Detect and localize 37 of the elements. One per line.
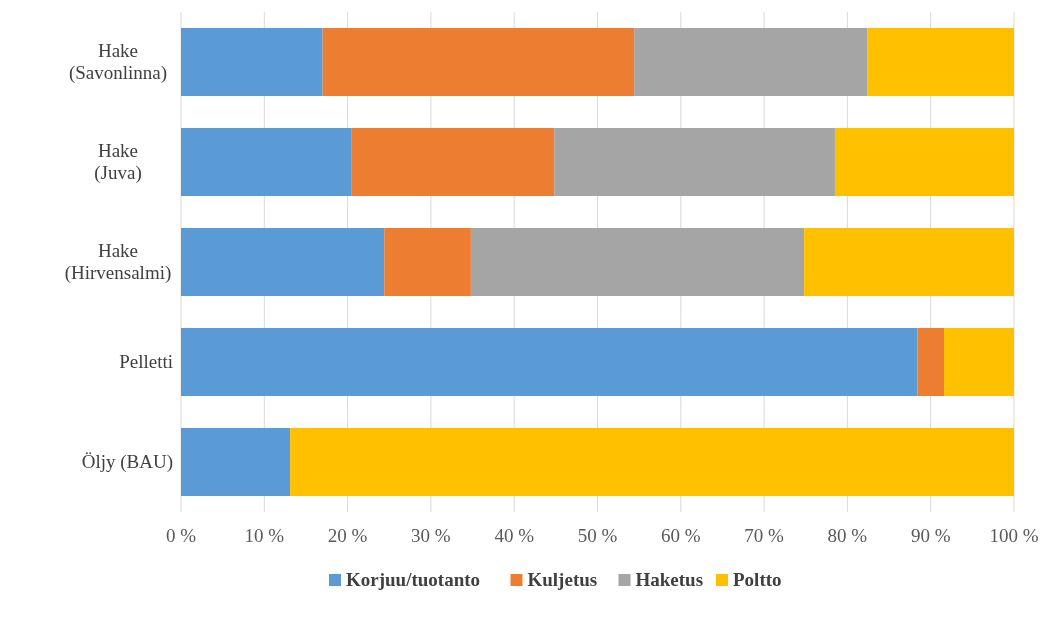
- bar: [554, 128, 835, 196]
- legend-label: Haketus: [635, 569, 704, 590]
- x-tick-label: 60 %: [661, 525, 701, 546]
- x-tick-label: 30 %: [411, 525, 451, 546]
- x-tick-label: 20 %: [327, 525, 368, 546]
- x-tick-label: 40 %: [494, 525, 535, 546]
- y-tick-label: Hake (Hirvensalmi): [64, 240, 172, 284]
- bar: [804, 228, 1014, 296]
- legend-label: Kuljetus: [527, 569, 598, 590]
- bar: [322, 28, 635, 96]
- bar: [181, 28, 323, 96]
- x-tick-label: 80 %: [827, 525, 868, 546]
- bar: [944, 328, 1014, 396]
- bar: [181, 428, 291, 496]
- x-tick-label: 50 %: [577, 525, 618, 546]
- y-tick-label: Hake (Savonlinna): [68, 40, 168, 84]
- bar: [181, 328, 918, 396]
- x-tick-label: 70 %: [744, 525, 785, 546]
- legend-label: Korjuu/tuotanto: [346, 569, 481, 590]
- bar: [917, 328, 945, 396]
- x-tick-label: 90 %: [910, 525, 951, 546]
- bar: [867, 28, 1014, 96]
- x-tick-label: 100 %: [989, 525, 1039, 546]
- bar: [470, 228, 805, 296]
- bar: [290, 428, 1014, 496]
- bar: [181, 128, 352, 196]
- y-tick-label: Pelletti: [119, 351, 173, 372]
- bar: [834, 128, 1014, 196]
- bar: [634, 28, 868, 96]
- bar: [384, 228, 471, 296]
- x-tick-label: 0 %: [165, 525, 197, 546]
- x-tick-label: 10 %: [244, 525, 285, 546]
- bar: [181, 228, 385, 296]
- legend-label: Poltto: [733, 569, 782, 590]
- y-tick-label: Öljy (BAU): [81, 451, 173, 473]
- bar: [351, 128, 555, 196]
- y-tick-label: Hake (Juva): [94, 140, 142, 184]
